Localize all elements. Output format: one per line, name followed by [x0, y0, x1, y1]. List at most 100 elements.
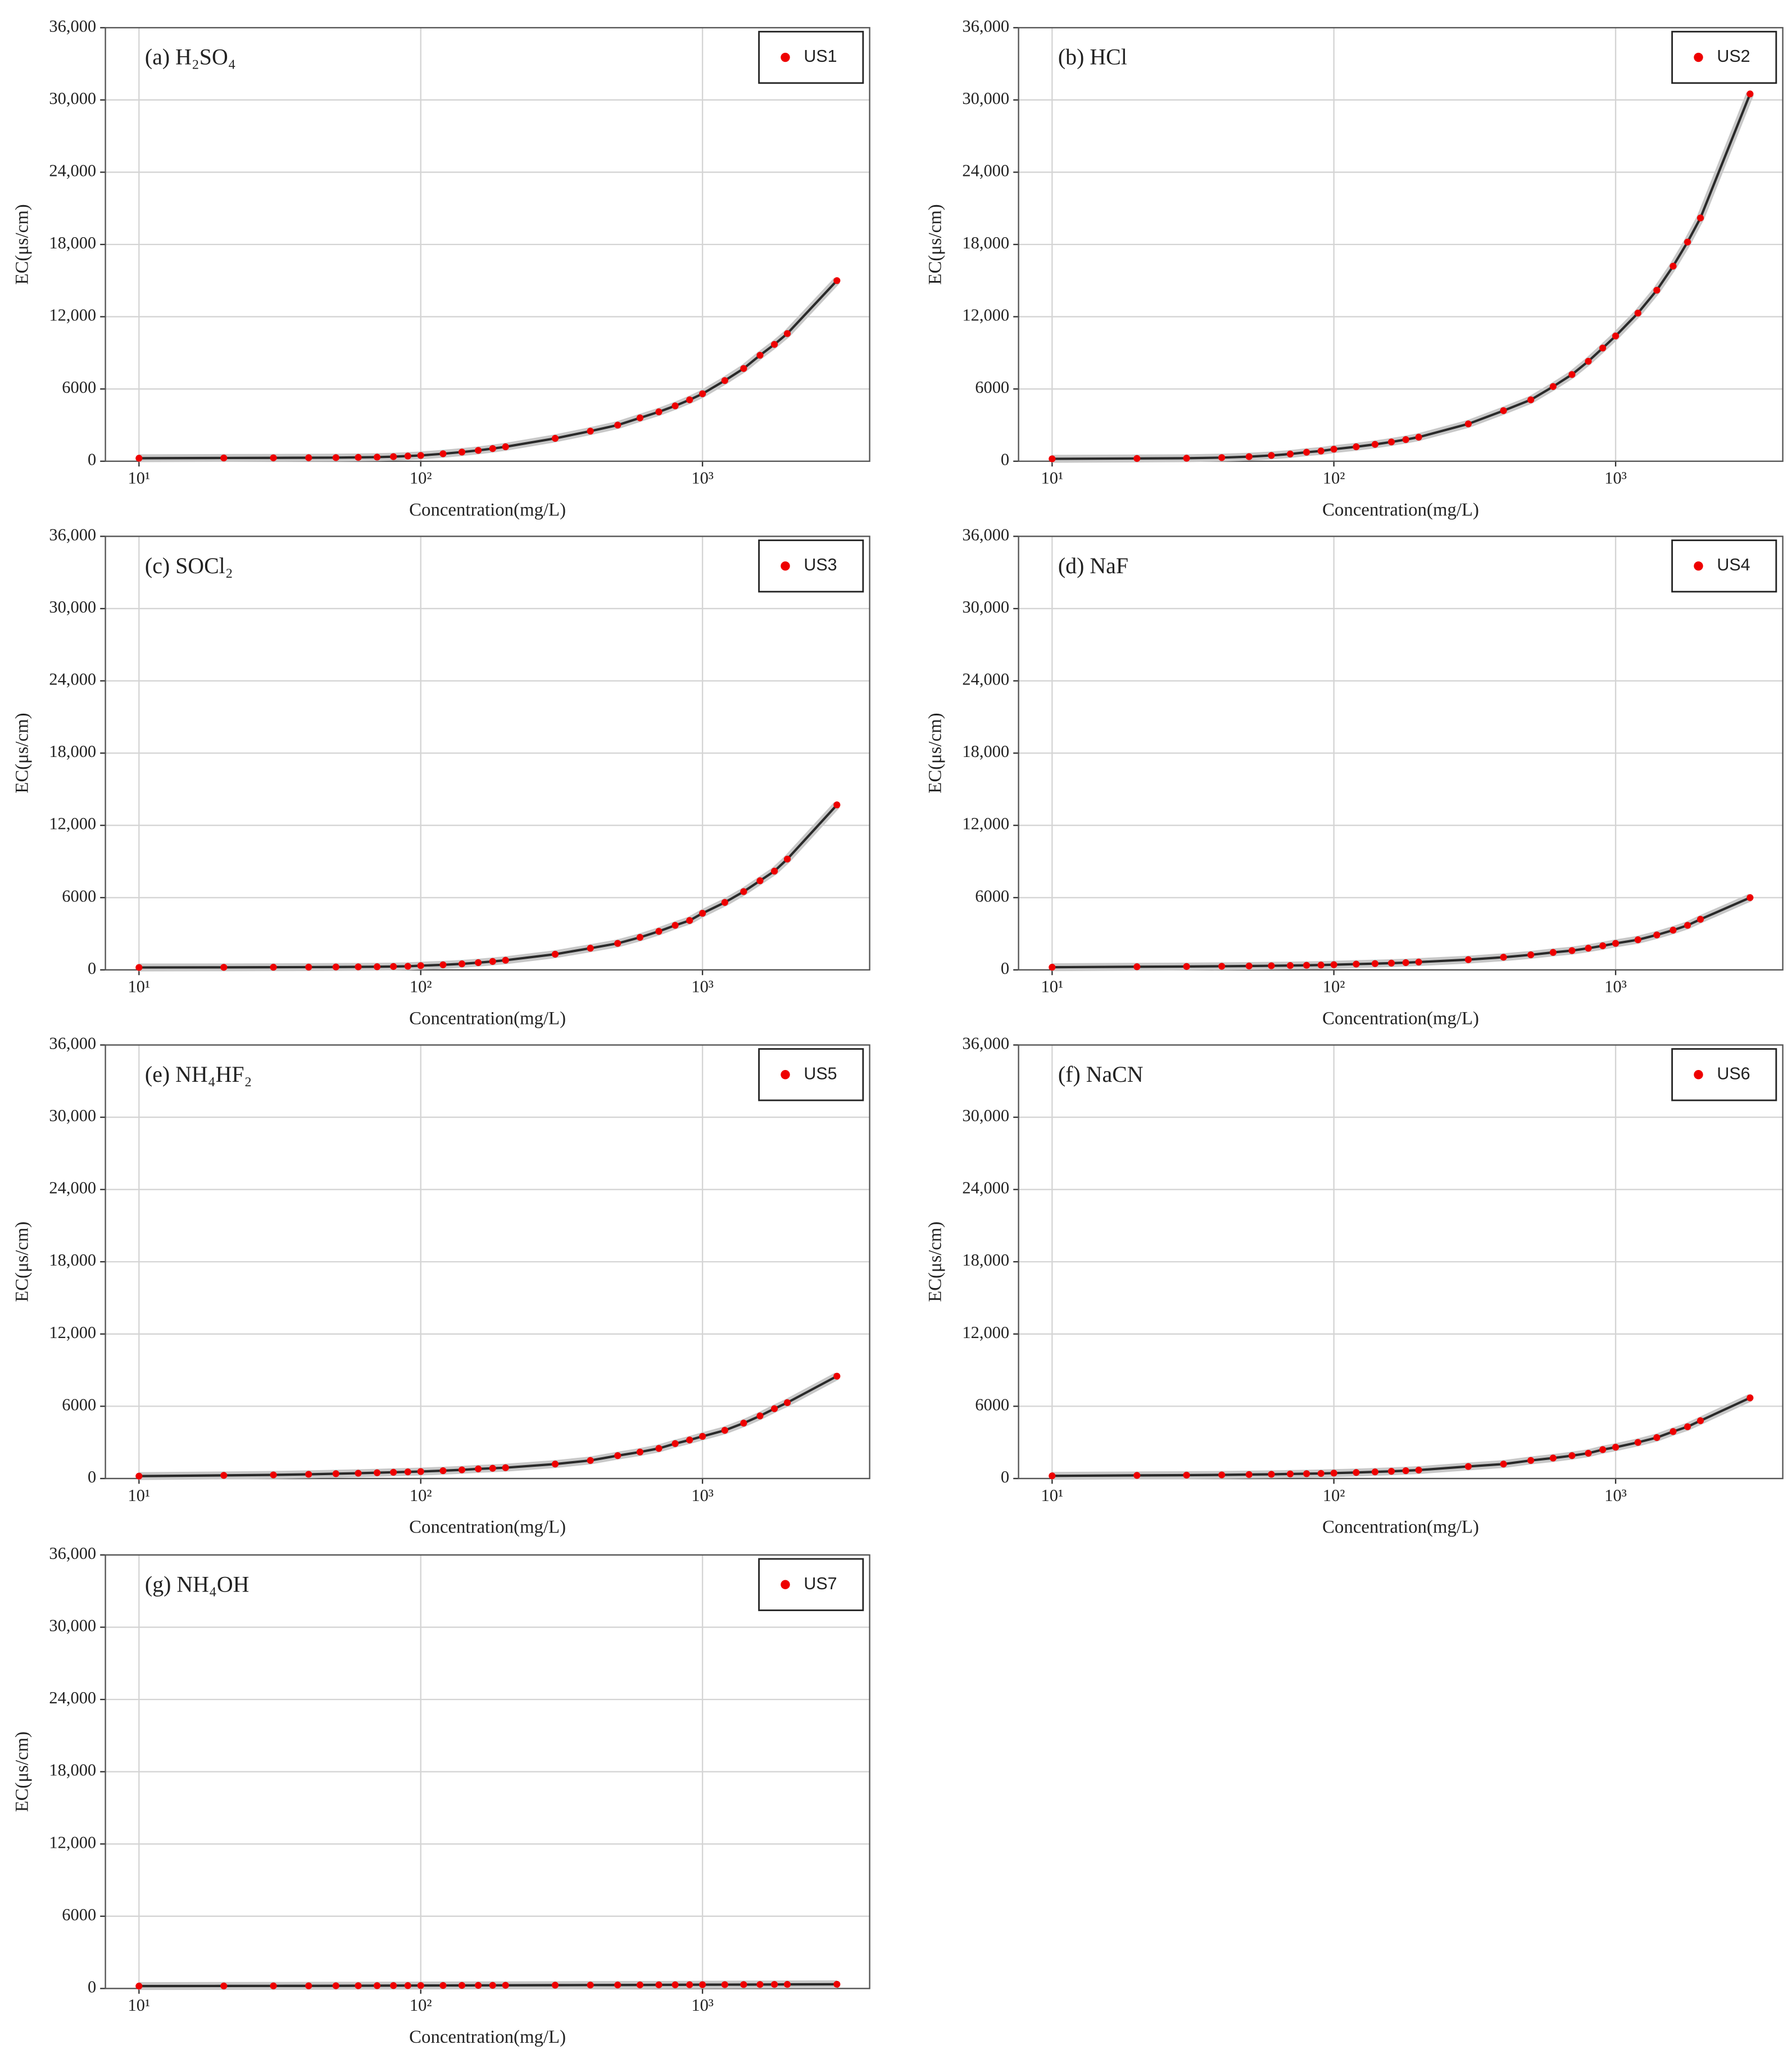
data-point [458, 1982, 466, 1989]
data-point [270, 1982, 277, 1989]
data-point [1133, 455, 1141, 462]
subplot-title: (b) HCl [1058, 44, 1127, 70]
y-tick-label: 24,000 [49, 1178, 96, 1198]
y-axis-label: EC(μs/cm) [926, 1222, 946, 1302]
data-point [672, 1440, 679, 1447]
data-point [655, 1445, 663, 1452]
axes-frame [1018, 536, 1784, 971]
data-point [439, 1982, 447, 1989]
y-tick-label: 12,000 [962, 814, 1009, 833]
data-point [1684, 238, 1691, 246]
legend-box [758, 1558, 864, 1611]
axes-frame [105, 536, 870, 971]
data-point [373, 454, 381, 461]
data-point [672, 402, 679, 410]
data-point [1286, 450, 1294, 457]
data-point [672, 922, 679, 929]
y-tick-label: 24,000 [49, 670, 96, 689]
subplot: 0 6000 12,000 18,000 24,000 30,000 36,000 10¹ 10… [926, 1034, 1784, 1538]
data-point [355, 1470, 362, 1477]
x-axis-label: Concentration(mg/L) [409, 1517, 566, 1538]
data-point [756, 1412, 764, 1420]
data-point [1218, 454, 1226, 461]
x-tick-label: 10¹ [128, 469, 151, 488]
y-tick-label: 6000 [62, 886, 96, 905]
data-point [1549, 949, 1557, 956]
data-point [417, 1468, 424, 1475]
data-point [355, 963, 362, 971]
data-point [1402, 436, 1409, 443]
subplot-title: (f) NaCN [1058, 1062, 1144, 1087]
data-point [721, 1427, 728, 1434]
data-point [655, 408, 663, 415]
y-tick-label: 12,000 [962, 1323, 1009, 1342]
y-tick-label: 18,000 [962, 233, 1009, 252]
subplot: 0 6000 12,000 18,000 24,000 30,000 36,000 10¹ 10… [926, 525, 1784, 1028]
data-point [1183, 1471, 1190, 1479]
x-tick-label: 10¹ [1041, 977, 1064, 996]
y-tick-label: 0 [88, 959, 96, 978]
data-point [756, 877, 764, 885]
legend-marker [1694, 1070, 1703, 1080]
data-point [1653, 931, 1661, 938]
data-point [1464, 420, 1472, 428]
data-point [458, 448, 466, 456]
data-point [1568, 947, 1576, 954]
y-tick-label: 12,000 [49, 306, 96, 325]
x-tick-label: 10¹ [1041, 1486, 1064, 1505]
subplot-title: (a) H₂SO₄ [145, 44, 236, 70]
data-point [614, 1982, 621, 1989]
subplot: 0 6000 12,000 18,000 24,000 30,000 36,000 10¹ 10… [926, 16, 1784, 520]
x-tick-label: 10¹ [128, 977, 151, 996]
data-point [614, 940, 621, 947]
legend-marker [781, 1580, 790, 1589]
data-point [1568, 1452, 1576, 1459]
y-tick-label: 36,000 [962, 525, 1009, 544]
data-point [686, 917, 693, 924]
data-point [1286, 962, 1294, 969]
x-tick-label: 10² [410, 469, 432, 488]
y-tick-label: 0 [1001, 1467, 1009, 1486]
data-point [332, 454, 339, 461]
y-tick-label: 30,000 [49, 597, 96, 616]
x-tick-label: 10² [1323, 977, 1345, 996]
data-point [270, 1471, 277, 1479]
data-point [474, 1465, 482, 1472]
data-point [771, 1981, 778, 1988]
legend-box [1671, 539, 1777, 593]
y-tick-label: 12,000 [49, 1833, 96, 1852]
data-point [783, 855, 791, 863]
x-tick-label: 10³ [691, 977, 714, 996]
data-point [1612, 332, 1619, 339]
data-point [1527, 951, 1535, 959]
subplot-title: (e) NH₄HF₂ [145, 1062, 252, 1087]
x-tick-label: 10² [1323, 1486, 1345, 1505]
data-point [1500, 407, 1507, 414]
data-point [756, 352, 764, 359]
data-point [1402, 1467, 1409, 1475]
x-axis-label: Concentration(mg/L) [1322, 500, 1479, 520]
data-point [305, 963, 312, 971]
legend-label: US1 [804, 47, 837, 66]
y-tick-label: 24,000 [49, 161, 96, 180]
y-tick-label: 30,000 [49, 89, 96, 108]
y-tick-label: 12,000 [962, 306, 1009, 325]
data-point [474, 959, 482, 967]
subplot: 0 6000 12,000 18,000 24,000 30,000 36,000 10¹ 10… [12, 1034, 870, 1538]
y-tick-label: 18,000 [49, 742, 96, 761]
x-tick-label: 10³ [1604, 977, 1627, 996]
y-tick-label: 24,000 [962, 1178, 1009, 1198]
legend-label: US6 [1717, 1064, 1750, 1083]
data-point [1746, 1394, 1754, 1402]
data-point [1612, 1444, 1619, 1451]
data-point [305, 1982, 312, 1989]
subplot: 0 6000 12,000 18,000 24,000 30,000 36,000 10¹ 10… [12, 1544, 870, 2047]
y-tick-label: 12,000 [49, 1323, 96, 1342]
data-point [783, 1981, 791, 1988]
data-point [373, 1469, 381, 1476]
data-point [740, 1981, 747, 1988]
y-tick-label: 18,000 [49, 1761, 96, 1780]
y-tick-label: 0 [1001, 959, 1009, 978]
data-point [417, 962, 424, 969]
